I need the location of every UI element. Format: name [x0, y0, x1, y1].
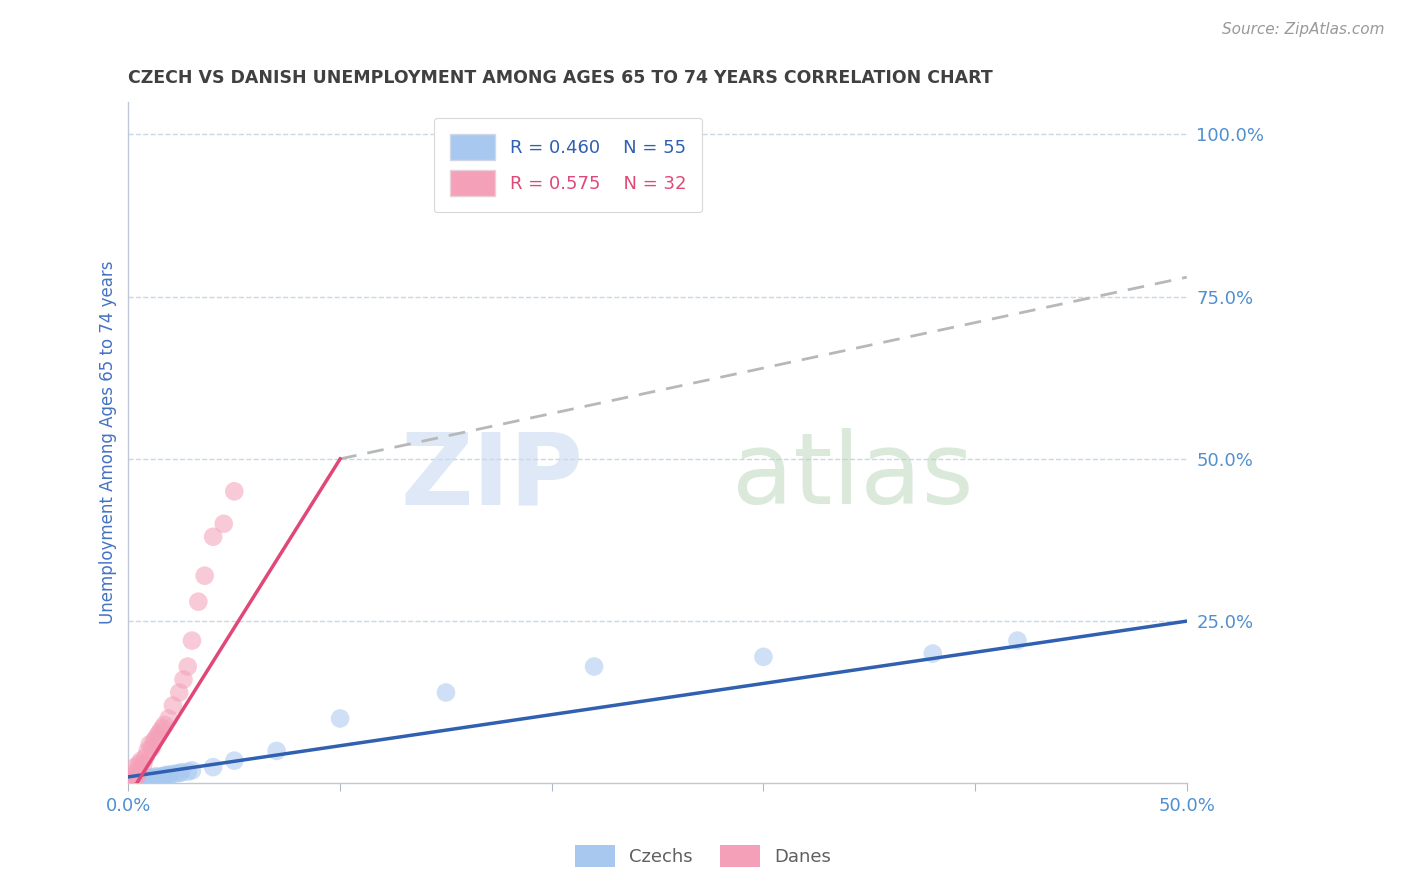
Point	[145, 769, 167, 783]
Point	[157, 711, 180, 725]
Text: ZIP: ZIP	[401, 428, 583, 525]
Point	[187, 595, 209, 609]
Point	[159, 767, 181, 781]
Point	[124, 760, 146, 774]
Point	[121, 775, 143, 789]
Point	[128, 774, 150, 789]
Point	[136, 773, 159, 788]
Legend: R = 0.460    N = 55, R = 0.575    N = 32: R = 0.460 N = 55, R = 0.575 N = 32	[434, 118, 703, 212]
Point	[121, 774, 143, 789]
Point	[138, 770, 160, 784]
Point	[169, 685, 191, 699]
Point	[202, 530, 225, 544]
Point	[124, 775, 146, 789]
Text: Source: ZipAtlas.com: Source: ZipAtlas.com	[1222, 22, 1385, 37]
Point	[132, 774, 155, 789]
Point	[129, 775, 152, 789]
Point	[132, 773, 155, 788]
Point	[124, 771, 146, 785]
Point	[145, 771, 167, 785]
Point	[224, 484, 246, 499]
Point	[124, 774, 146, 789]
Point	[169, 766, 191, 780]
Point	[138, 773, 160, 788]
Text: CZECH VS DANISH UNEMPLOYMENT AMONG AGES 65 TO 74 YEARS CORRELATION CHART: CZECH VS DANISH UNEMPLOYMENT AMONG AGES …	[128, 69, 993, 87]
Point	[146, 728, 169, 742]
Point	[1007, 633, 1029, 648]
Point	[117, 776, 139, 790]
Point	[163, 766, 186, 780]
Point	[142, 771, 165, 785]
Point	[117, 776, 139, 790]
Point	[125, 775, 148, 789]
Point	[138, 738, 160, 752]
Point	[224, 754, 246, 768]
Point	[128, 773, 150, 788]
Point	[128, 756, 150, 771]
Point	[142, 734, 165, 748]
Point	[153, 718, 176, 732]
Point	[134, 773, 156, 788]
Text: atlas: atlas	[731, 428, 973, 525]
Point	[120, 775, 142, 789]
Legend: Czechs, Danes: Czechs, Danes	[568, 838, 838, 874]
Point	[155, 768, 177, 782]
Point	[134, 772, 156, 787]
Point	[752, 649, 775, 664]
Point	[149, 724, 172, 739]
Point	[202, 760, 225, 774]
Point	[266, 744, 288, 758]
Point	[124, 773, 146, 788]
Point	[132, 756, 155, 771]
Point	[120, 770, 142, 784]
Point	[153, 768, 176, 782]
Point	[145, 731, 167, 745]
Point	[121, 773, 143, 788]
Point	[136, 744, 159, 758]
Point	[212, 516, 235, 531]
Point	[125, 768, 148, 782]
Point	[434, 685, 457, 699]
Point	[141, 740, 163, 755]
Point	[141, 772, 163, 786]
Point	[120, 775, 142, 789]
Point	[921, 647, 943, 661]
Point	[177, 659, 200, 673]
Point	[125, 772, 148, 787]
Point	[136, 772, 159, 786]
Point	[157, 768, 180, 782]
Point	[128, 772, 150, 786]
Point	[149, 770, 172, 784]
Y-axis label: Unemployment Among Ages 65 to 74 years: Unemployment Among Ages 65 to 74 years	[100, 261, 117, 624]
Point	[134, 750, 156, 764]
Point	[177, 764, 200, 779]
Point	[142, 772, 165, 787]
Point	[150, 769, 173, 783]
Point	[128, 764, 150, 778]
Point	[583, 659, 606, 673]
Point	[150, 721, 173, 735]
Point	[129, 754, 152, 768]
Point	[121, 766, 143, 780]
Point	[170, 765, 193, 780]
Point	[162, 698, 184, 713]
Point	[138, 771, 160, 785]
Point	[181, 633, 204, 648]
Point	[132, 771, 155, 785]
Point	[173, 673, 195, 687]
Point	[120, 773, 142, 788]
Point	[329, 711, 352, 725]
Point	[129, 773, 152, 788]
Point	[181, 764, 204, 778]
Point	[146, 771, 169, 785]
Point	[125, 773, 148, 788]
Point	[194, 568, 217, 582]
Point	[129, 772, 152, 787]
Point	[128, 775, 150, 789]
